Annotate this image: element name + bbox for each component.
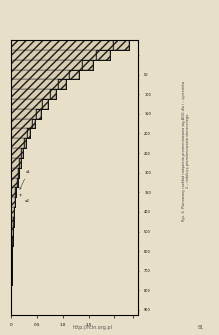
Text: http://rcin.org.pl: http://rcin.org.pl — [72, 325, 112, 330]
Bar — [11, 158, 19, 168]
Bar — [11, 119, 35, 129]
Bar — [11, 246, 12, 256]
Bar — [11, 266, 12, 276]
Bar — [11, 99, 48, 109]
Bar — [11, 50, 96, 60]
Bar — [11, 217, 13, 226]
Bar — [11, 168, 19, 178]
Bar — [11, 138, 26, 148]
Bar — [11, 40, 113, 50]
Bar — [11, 256, 12, 266]
Bar — [11, 50, 110, 60]
Text: Rys. 6. Planowany rozkład natężenia promieniowania wg AGO dla i – systemów
2 – r: Rys. 6. Planowany rozkład natężenia prom… — [182, 81, 191, 221]
Text: a2: a2 — [20, 194, 30, 203]
Bar — [11, 89, 50, 99]
Bar — [11, 266, 12, 276]
Bar — [11, 129, 30, 138]
Bar — [11, 207, 14, 217]
Bar — [11, 119, 32, 129]
Bar — [11, 129, 27, 138]
Bar — [11, 178, 18, 187]
Bar — [11, 276, 12, 285]
Bar — [11, 70, 79, 79]
Bar — [11, 207, 14, 217]
Bar — [11, 89, 56, 99]
Bar — [11, 256, 12, 266]
Bar — [11, 168, 18, 178]
Bar — [11, 148, 23, 158]
Bar — [11, 79, 66, 89]
Bar — [11, 187, 16, 197]
Bar — [11, 178, 17, 187]
Bar — [11, 237, 13, 246]
Bar — [11, 109, 41, 119]
Bar — [11, 197, 15, 207]
Bar — [11, 109, 36, 119]
Bar — [11, 246, 12, 256]
Bar — [11, 70, 69, 79]
Text: 81: 81 — [197, 325, 204, 330]
Bar — [11, 197, 15, 207]
Bar — [11, 99, 42, 109]
Bar — [11, 217, 14, 226]
Bar — [11, 60, 93, 70]
Bar — [11, 237, 12, 246]
Bar — [11, 148, 21, 158]
Bar — [11, 187, 15, 197]
Text: a1: a1 — [20, 170, 30, 189]
Bar — [11, 79, 58, 89]
Bar — [11, 40, 129, 50]
Bar — [11, 138, 24, 148]
Bar — [11, 158, 21, 168]
Bar — [11, 226, 13, 237]
Bar — [11, 226, 13, 237]
Bar — [11, 60, 81, 70]
